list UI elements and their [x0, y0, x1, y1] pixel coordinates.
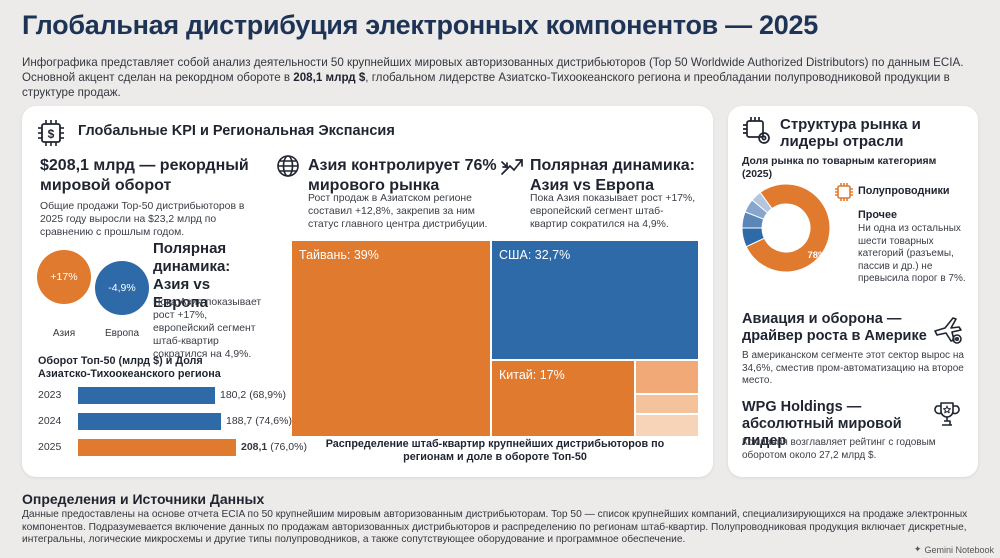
- bar-value-text: (76,0%): [267, 441, 307, 453]
- donut-slice-semis: [745, 183, 831, 273]
- kpi-record-heading: $208,1 млрд — рекордный мировой оборот: [40, 157, 249, 194]
- svg-text:$: $: [48, 127, 55, 141]
- bar-value-text: 180,2 (68,9%): [220, 389, 286, 401]
- kpi-asia-text: Рост продаж в Азиатском регионе составил…: [308, 193, 488, 230]
- bar-row-2023: 2023 180,2 (68,9%): [38, 387, 298, 405]
- treemap-label: Китай: 17%: [499, 368, 565, 382]
- bar-value-text: 188,7 (74,6%): [226, 415, 292, 427]
- asia-label: Азия: [52, 328, 76, 339]
- bar-row-2025: 2025 208,1 (76,0%): [38, 439, 307, 457]
- semis-label: Полупроводники: [858, 185, 950, 197]
- trend-arrows-icon: [500, 156, 524, 183]
- side-section-title: Структура рынка и лидеры отрасли: [780, 116, 921, 150]
- intro-highlight: 208,1 млрд $: [293, 71, 366, 84]
- category-donut-chart: 78%: [741, 183, 831, 273]
- polar-heading: Полярная динамика: Азия vs Европа: [153, 240, 231, 311]
- market-structure-card: Структура рынка и лидеры отрасли Доля ры…: [728, 106, 978, 477]
- kpi-polar-text: Пока Азия показывает рост +17%, европейс…: [530, 193, 696, 230]
- bar-2023: [78, 387, 215, 404]
- watermark-label: Gemini Notebook: [924, 544, 994, 555]
- trophy-icon: [934, 400, 960, 433]
- wpg-text: Компания возглавляет рейтинг с годовым о…: [742, 437, 936, 461]
- airplane-gear-icon: [932, 314, 964, 351]
- asia-growth-value: +17%: [50, 271, 78, 283]
- page-title: Глобальная дистрибуция электронных компо…: [22, 10, 818, 40]
- wpg-heading: WPG Holdings — абсолютный мировой лидер: [742, 399, 902, 449]
- chip-gear-icon: [742, 116, 772, 151]
- aviation-heading: Авиация и оборона — драйвер роста в Амер…: [742, 311, 927, 344]
- chip-icon: [834, 182, 854, 207]
- treemap-block-other-1: [636, 361, 698, 393]
- donut-title: Доля рынка по товарным категориям (2025): [742, 156, 937, 180]
- bar-value-label: 188,7 (74,6%): [226, 415, 292, 427]
- kpi-asia-heading: Азия контролирует 76% мирового рынка: [308, 157, 497, 194]
- hq-treemap: Тайвань: 39% США: 32,7% Китай: 17%: [292, 241, 698, 436]
- bar-value-bold: 208,1: [241, 441, 268, 453]
- europe-decline-bubble: -4,9%: [95, 261, 149, 315]
- watermark: ✦ Gemini Notebook: [914, 544, 994, 555]
- bar-year: 2023: [38, 389, 62, 401]
- donut-value-label: 78%: [807, 250, 827, 261]
- bar-value-label: 208,1 (76,0%): [241, 441, 307, 453]
- europe-label: Европа: [104, 328, 140, 339]
- other-text: Ни одна из остальных шести товарных кате…: [858, 223, 966, 284]
- section-title: Глобальные KPI и Региональная Экспансия: [78, 123, 395, 139]
- bar-value-label: 180,2 (68,9%): [220, 389, 286, 401]
- globe-icon: [276, 154, 300, 183]
- footer-text: Данные предоставлены на основе отчета EC…: [22, 509, 968, 546]
- intro-part2: , глобальном лидерстве Азиатско-Тихоокеа…: [22, 71, 950, 99]
- bar-2025: [78, 439, 236, 456]
- treemap-block-taiwan: Тайвань: 39%: [292, 241, 490, 436]
- footer-title: Определения и Источники Данных: [22, 491, 265, 507]
- treemap-caption: Распределение штаб-квартир крупнейших ди…: [325, 438, 665, 463]
- donut-slice-other-4: [751, 191, 773, 214]
- sparkle-icon: ✦: [913, 544, 922, 554]
- kpi-polar-heading: Полярная динамика: Азия vs Европа: [530, 157, 695, 194]
- bar-2024: [78, 413, 221, 430]
- intro-text: Инфографика представляет собой анализ де…: [22, 55, 977, 100]
- treemap-block-other-2: [636, 395, 698, 413]
- treemap-label: США: 32,7%: [499, 248, 571, 262]
- bar-year: 2025: [38, 441, 62, 453]
- kpi-card: $ Глобальные KPI и Региональная Экспанси…: [22, 106, 713, 477]
- aviation-text: В американском сегменте этот сектор выро…: [742, 350, 964, 386]
- bar-year: 2024: [38, 415, 62, 427]
- dollar-chip-icon: $: [36, 118, 66, 153]
- polar-text: Пока Азия показывает рост +17%, европейс…: [153, 297, 262, 360]
- treemap-block-other-3: [636, 415, 698, 436]
- europe-decline-value: -4,9%: [108, 282, 136, 294]
- asia-growth-bubble: +17%: [37, 250, 91, 304]
- intro-part1: Инфографика представляет собой анализ де…: [22, 56, 964, 84]
- treemap-label: Тайвань: 39%: [299, 248, 379, 262]
- treemap-block-china: Китай: 17%: [492, 361, 634, 436]
- kpi-record-text: Общие продажи Top-50 дистрибьюторов в 20…: [40, 201, 245, 238]
- bar-row-2024: 2024 188,7 (74,6%): [38, 413, 298, 431]
- other-heading: Прочее: [858, 209, 897, 221]
- bars-title: Оборот Топ-50 (млрд $) и Доля Азиатско-Т…: [38, 355, 221, 380]
- treemap-block-usa: США: 32,7%: [492, 241, 698, 359]
